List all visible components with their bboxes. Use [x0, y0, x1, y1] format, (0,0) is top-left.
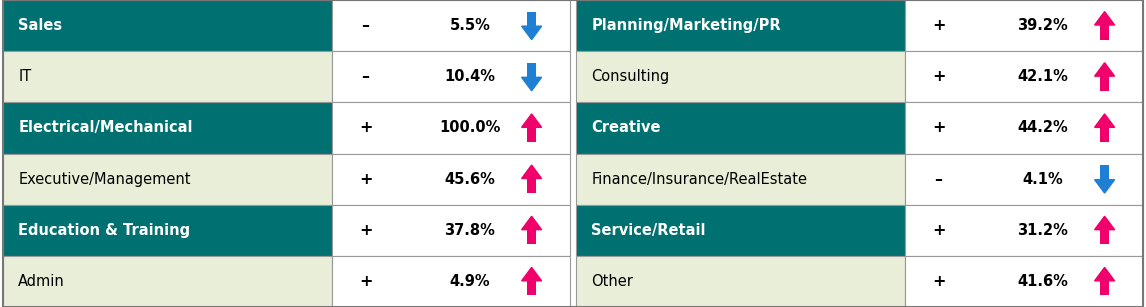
FancyBboxPatch shape	[527, 127, 536, 142]
FancyBboxPatch shape	[3, 256, 332, 307]
FancyBboxPatch shape	[3, 102, 332, 154]
Text: Service/Retail: Service/Retail	[591, 223, 706, 238]
Polygon shape	[521, 26, 542, 40]
FancyBboxPatch shape	[905, 154, 1143, 205]
Text: 5.5%: 5.5%	[449, 18, 490, 33]
Polygon shape	[521, 114, 542, 127]
Polygon shape	[521, 77, 542, 91]
Text: Admin: Admin	[18, 274, 65, 289]
FancyBboxPatch shape	[1100, 230, 1109, 244]
Text: +: +	[932, 120, 945, 135]
FancyBboxPatch shape	[1100, 127, 1109, 142]
Text: +: +	[359, 274, 372, 289]
Text: Creative: Creative	[591, 120, 661, 135]
FancyBboxPatch shape	[3, 205, 332, 256]
FancyBboxPatch shape	[576, 256, 905, 307]
Polygon shape	[1094, 216, 1115, 230]
FancyBboxPatch shape	[576, 154, 905, 205]
FancyBboxPatch shape	[527, 281, 536, 295]
Text: 39.2%: 39.2%	[1018, 18, 1068, 33]
FancyBboxPatch shape	[1100, 281, 1109, 295]
FancyBboxPatch shape	[3, 0, 332, 51]
FancyBboxPatch shape	[527, 230, 536, 244]
FancyBboxPatch shape	[332, 256, 570, 307]
Text: –: –	[361, 69, 369, 84]
Text: Electrical/Mechanical: Electrical/Mechanical	[18, 120, 193, 135]
FancyBboxPatch shape	[527, 12, 536, 26]
FancyBboxPatch shape	[332, 205, 570, 256]
Text: +: +	[359, 223, 372, 238]
FancyBboxPatch shape	[527, 63, 536, 77]
Text: 37.8%: 37.8%	[445, 223, 495, 238]
Text: +: +	[932, 69, 945, 84]
FancyBboxPatch shape	[332, 102, 570, 154]
Text: Other: Other	[591, 274, 634, 289]
Text: +: +	[932, 18, 945, 33]
Text: Planning/Marketing/PR: Planning/Marketing/PR	[591, 18, 780, 33]
FancyBboxPatch shape	[527, 179, 536, 193]
Text: –: –	[934, 172, 942, 187]
Polygon shape	[521, 165, 542, 179]
Text: 4.9%: 4.9%	[449, 274, 490, 289]
Text: –: –	[361, 18, 369, 33]
Text: Finance/Insurance/RealEstate: Finance/Insurance/RealEstate	[591, 172, 807, 187]
Text: 45.6%: 45.6%	[445, 172, 495, 187]
Polygon shape	[521, 267, 542, 281]
FancyBboxPatch shape	[3, 154, 332, 205]
Text: 42.1%: 42.1%	[1018, 69, 1068, 84]
Polygon shape	[521, 216, 542, 230]
FancyBboxPatch shape	[576, 205, 905, 256]
FancyBboxPatch shape	[332, 154, 570, 205]
Text: 44.2%: 44.2%	[1018, 120, 1068, 135]
Polygon shape	[1094, 12, 1115, 25]
Text: 4.1%: 4.1%	[1022, 172, 1063, 187]
FancyBboxPatch shape	[576, 0, 905, 51]
FancyBboxPatch shape	[3, 51, 332, 102]
FancyBboxPatch shape	[576, 102, 905, 154]
Polygon shape	[1094, 114, 1115, 127]
Text: +: +	[359, 120, 372, 135]
FancyBboxPatch shape	[332, 51, 570, 102]
Text: Sales: Sales	[18, 18, 63, 33]
Text: Executive/Management: Executive/Management	[18, 172, 191, 187]
FancyBboxPatch shape	[332, 0, 570, 51]
FancyBboxPatch shape	[1100, 165, 1109, 180]
Text: 31.2%: 31.2%	[1018, 223, 1068, 238]
Text: 10.4%: 10.4%	[445, 69, 495, 84]
Polygon shape	[1094, 63, 1115, 76]
FancyBboxPatch shape	[1100, 76, 1109, 91]
FancyBboxPatch shape	[1100, 25, 1109, 40]
FancyBboxPatch shape	[905, 0, 1143, 51]
Text: +: +	[359, 172, 372, 187]
FancyBboxPatch shape	[905, 51, 1143, 102]
Text: IT: IT	[18, 69, 32, 84]
FancyBboxPatch shape	[576, 51, 905, 102]
Text: +: +	[932, 274, 945, 289]
FancyBboxPatch shape	[905, 205, 1143, 256]
Text: Consulting: Consulting	[591, 69, 669, 84]
Polygon shape	[1094, 180, 1115, 193]
Text: Education & Training: Education & Training	[18, 223, 190, 238]
Text: 41.6%: 41.6%	[1018, 274, 1068, 289]
Polygon shape	[1094, 267, 1115, 281]
FancyBboxPatch shape	[905, 256, 1143, 307]
Text: +: +	[932, 223, 945, 238]
Text: 100.0%: 100.0%	[439, 120, 501, 135]
FancyBboxPatch shape	[905, 102, 1143, 154]
